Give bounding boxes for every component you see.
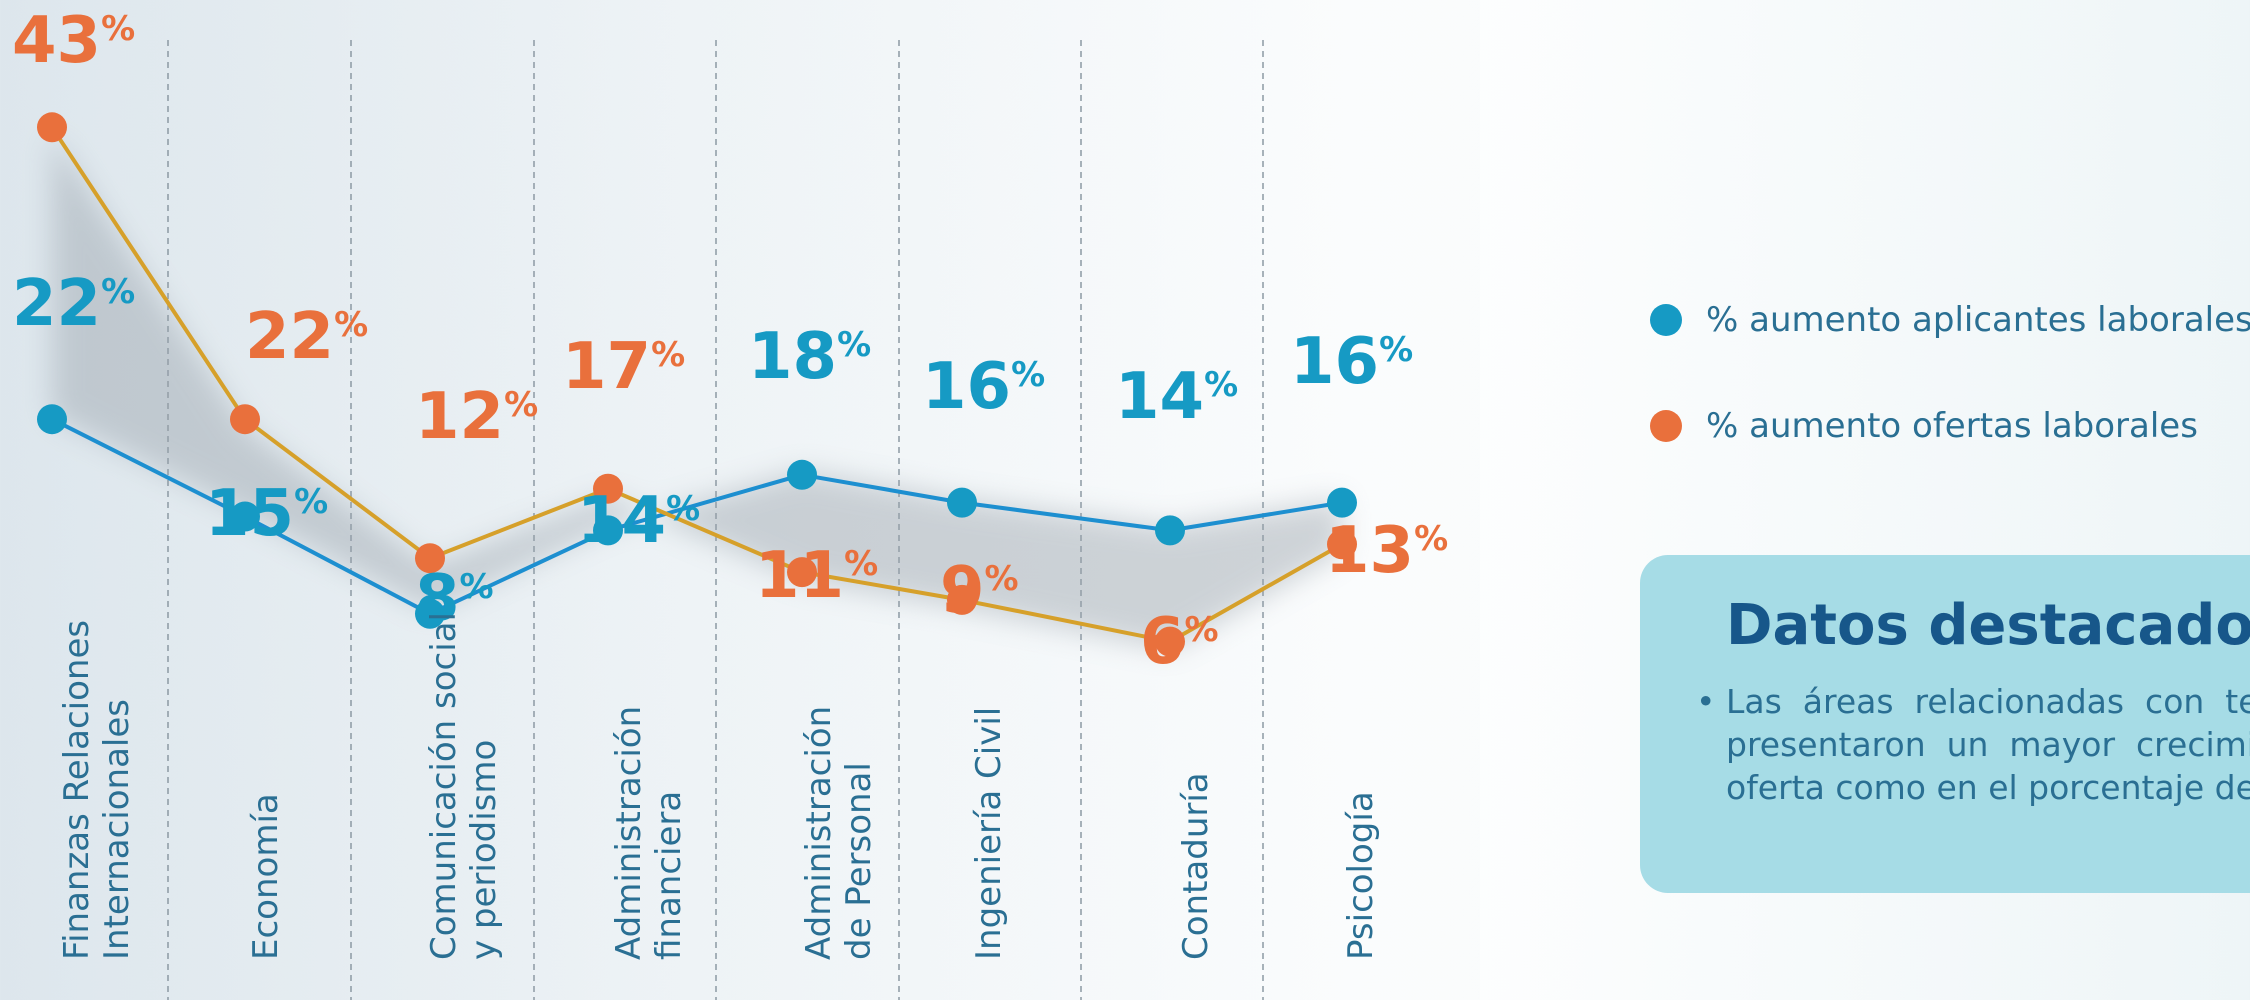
category-label-4: Administraciónfinanciera: [609, 706, 689, 960]
legend-label-ofertas: % aumento ofertas laborales: [1706, 406, 2198, 446]
category-labels: Finanzas RelacionesInternacionales Econom…: [57, 612, 1381, 960]
legend-label-aplicantes: % aumento aplicantes laborales: [1706, 300, 2250, 340]
legend: % aumento aplicantes laborales % aumento…: [1650, 295, 2250, 507]
category-label-1: Finanzas RelacionesInternacionales: [57, 620, 137, 960]
value-label-ofertas-6: 9%: [940, 554, 1019, 628]
point-aplicantes-2: [230, 501, 260, 532]
value-label-aplicantes-1: 22%: [12, 267, 135, 341]
highlights-bullet: Las áreas relacionadas con te presentaro…: [1696, 680, 2250, 809]
value-label-aplicantes-2: 15%: [205, 477, 328, 551]
highlights-title: Datos destacados:: [1726, 593, 2250, 658]
series-points: [37, 112, 1357, 657]
series-line-ofertas: [50, 126, 1343, 644]
point-ofertas-7: [1155, 626, 1185, 657]
point-ofertas-4: [593, 473, 623, 504]
legend-dot-aplicantes: [1650, 304, 1682, 336]
point-aplicantes-5: [787, 459, 817, 490]
value-label-aplicantes-3: 8%: [415, 562, 494, 636]
point-aplicantes-7: [1155, 515, 1185, 546]
vertical-gridlines: [167, 40, 1264, 1000]
value-label-aplicantes-7: 14%: [1115, 360, 1238, 434]
value-label-aplicantes-5: 18%: [748, 320, 871, 394]
category-label-2: Economía: [246, 793, 286, 960]
point-aplicantes-1: [37, 404, 67, 435]
value-label-ofertas-4: 17%: [562, 330, 685, 404]
highlights-line-3: oferta como en el porcentaje de: [1726, 768, 2250, 807]
highlights-line-2: presentaron un mayor crecimie: [1726, 725, 2250, 764]
point-aplicantes-8: [1327, 487, 1357, 518]
point-aplicantes-4: [593, 515, 623, 546]
value-label-ofertas-7: 6%: [1140, 605, 1219, 679]
value-label-ofertas-5: 11%: [755, 539, 878, 613]
series-line-aplicantes: [51, 417, 1343, 616]
category-label-8: Psicología: [1341, 791, 1381, 960]
point-aplicantes-3: [415, 598, 445, 629]
category-label-7: Contaduría: [1176, 772, 1216, 960]
point-ofertas-8: [1327, 529, 1357, 560]
value-label-aplicantes-8: 16%: [1290, 325, 1413, 399]
point-ofertas-6: [947, 584, 977, 615]
category-label-5: Administraciónde Personal: [799, 706, 879, 960]
value-label-aplicantes-4: 14%: [577, 484, 700, 558]
value-labels: 43% 22% 22% 15% 12% 8% 17% 14% 11% 18% 9% 16% 6% 14% 1…: [12, 4, 1448, 679]
value-label-aplicantes-6: 16%: [922, 350, 1045, 424]
point-ofertas-5: [787, 557, 817, 588]
value-label-ofertas-2: 22%: [245, 300, 368, 374]
value-label-ofertas-3: 12%: [415, 380, 538, 454]
category-label-3: Comunicación socialy periodismo: [424, 612, 504, 960]
point-aplicantes-6: [947, 487, 977, 518]
series-lines: [50, 126, 1343, 644]
point-ofertas-2: [230, 404, 260, 435]
band-shadow: [52, 135, 1342, 650]
point-ofertas-3: [415, 543, 445, 574]
shadow-band: [52, 135, 1342, 650]
highlights-line-1: Las áreas relacionadas con te: [1726, 682, 2250, 721]
value-label-ofertas-1: 43%: [12, 4, 135, 78]
legend-item-aplicantes: % aumento aplicantes laborales: [1650, 295, 2250, 345]
line-chart: 43% 22% 22% 15% 12% 8% 17% 14% 11% 18% 9% 16% 6% 14% 1…: [0, 0, 1480, 1000]
category-label-6: Ingeniería Civil: [969, 707, 1009, 960]
legend-dot-ofertas: [1650, 410, 1682, 442]
legend-item-ofertas: % aumento ofertas laborales: [1650, 401, 2250, 451]
highlights-panel: Datos destacados: Las áreas relacionadas…: [1640, 555, 2250, 893]
value-label-ofertas-8: 13%: [1325, 514, 1448, 588]
point-ofertas-1: [37, 112, 67, 143]
